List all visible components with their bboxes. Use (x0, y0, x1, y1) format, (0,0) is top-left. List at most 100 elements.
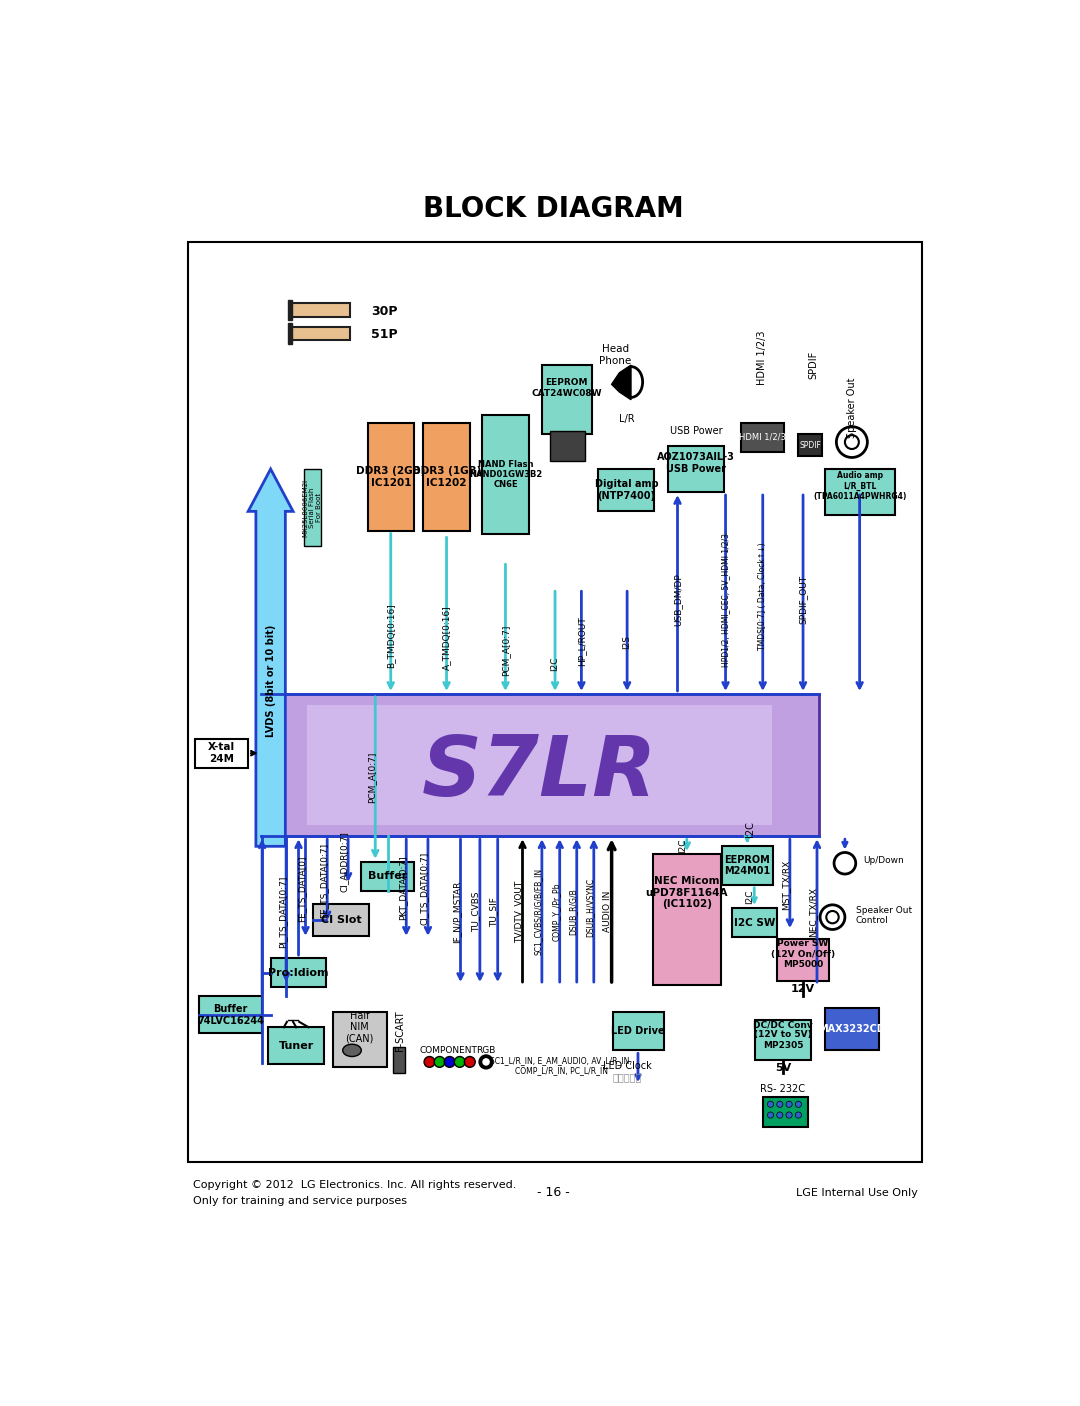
Ellipse shape (342, 1045, 362, 1056)
Bar (825, 1008, 879, 1050)
Text: Head
Phone: Head Phone (599, 344, 632, 366)
Bar (333, 1012, 387, 1067)
Circle shape (483, 1059, 489, 1064)
Text: BLOCK DIAGRAM: BLOCK DIAGRAM (423, 195, 684, 222)
Bar (723, 846, 773, 884)
Text: PCM_A[0:7]: PCM_A[0:7] (501, 626, 510, 676)
Text: - 16 -: - 16 - (537, 1187, 570, 1199)
Bar (542, 366, 592, 434)
Text: MST_TX/RX: MST_TX/RX (782, 859, 791, 910)
Text: F-SCART: F-SCART (395, 1011, 405, 1052)
Text: LVDS (8bit or 10 bit): LVDS (8bit or 10 bit) (266, 624, 275, 737)
Bar (287, 301, 293, 321)
Text: HP_L/ROUT: HP_L/ROUT (577, 617, 586, 666)
Text: I2C: I2C (745, 889, 754, 904)
Text: HDMI 1/2/3: HDMI 1/2/3 (739, 433, 785, 441)
Text: SPDIF: SPDIF (799, 440, 821, 450)
Bar (777, 939, 829, 981)
Text: A_TMDQ[0:16]: A_TMDQ[0:16] (442, 605, 451, 669)
Text: I2S: I2S (623, 634, 632, 648)
Text: MAX3232CD: MAX3232CD (819, 1024, 886, 1033)
Text: PI_TS_DATA[0:7]: PI_TS_DATA[0:7] (278, 876, 287, 948)
Text: 51P: 51P (372, 328, 399, 340)
Text: DSUB_H/VSYNC: DSUB_H/VSYNC (585, 879, 594, 938)
Text: Copyright © 2012  LG Electronics. Inc. All rights reserved.: Copyright © 2012 LG Electronics. Inc. Al… (193, 1180, 516, 1189)
Bar (762, 1097, 808, 1128)
Bar (367, 423, 414, 530)
Text: RS- 232C: RS- 232C (760, 1084, 806, 1094)
Text: Up/Down: Up/Down (864, 856, 904, 865)
Text: Speaker Out
Control: Speaker Out Control (855, 905, 912, 925)
Bar (291, 326, 350, 340)
Text: S7LR: S7LR (422, 733, 658, 813)
Text: Only for training and service purposes: Only for training and service purposes (193, 1195, 407, 1205)
Text: DC/DC Conv
(12V to 5V)
MP2305: DC/DC Conv (12V to 5V) MP2305 (753, 1021, 813, 1050)
Text: I2C: I2C (677, 838, 687, 853)
Bar (271, 957, 326, 987)
Text: Buffer: Buffer (368, 872, 407, 882)
FancyArrow shape (248, 470, 293, 846)
Text: IF_N/P_MSTAR: IF_N/P_MSTAR (453, 880, 461, 943)
Text: AOZ1073AIL-3
USB Power: AOZ1073AIL-3 USB Power (657, 453, 735, 474)
Text: LED Clock: LED Clock (603, 1060, 651, 1071)
Text: AUDIO IN: AUDIO IN (604, 891, 612, 932)
Text: TU_SIF: TU_SIF (489, 897, 498, 927)
Circle shape (444, 1056, 455, 1067)
Circle shape (768, 1112, 773, 1118)
Bar (613, 1012, 663, 1050)
Text: 发光二极管: 发光二极管 (612, 1073, 642, 1083)
Bar (195, 738, 248, 768)
Bar (652, 853, 721, 986)
Text: Half
NIM
(CAN): Half NIM (CAN) (346, 1011, 374, 1043)
Text: SC1_CVBS/R/G/B/FB_IN: SC1_CVBS/R/G/B/FB_IN (534, 869, 542, 955)
Text: FE_TS_DATA[0]: FE_TS_DATA[0] (297, 855, 306, 922)
Polygon shape (611, 366, 631, 399)
Text: CI_TS_DATA[0:7]: CI_TS_DATA[0:7] (419, 851, 429, 925)
Bar (798, 434, 822, 456)
Circle shape (777, 1112, 783, 1118)
Text: Buffer
74LVC16244: Buffer 74LVC16244 (197, 1004, 264, 1026)
Bar (825, 470, 894, 515)
Text: Tuner: Tuner (279, 1040, 314, 1050)
Text: Pro:Idiom: Pro:Idiom (268, 967, 328, 977)
Text: SPDIF: SPDIF (808, 352, 819, 380)
Circle shape (795, 1101, 801, 1108)
Circle shape (424, 1056, 435, 1067)
Text: COMP_Y_/Pr_Pb: COMP_Y_/Pr_Pb (551, 883, 561, 941)
Bar (423, 423, 470, 530)
Text: 30P: 30P (372, 305, 397, 318)
Circle shape (480, 1054, 494, 1069)
Text: HDMI 1/2/3: HDMI 1/2/3 (757, 330, 767, 385)
Circle shape (786, 1101, 793, 1108)
Text: I2C: I2C (551, 657, 559, 672)
Text: LED Drive: LED Drive (611, 1026, 665, 1036)
Bar (260, 693, 819, 837)
Bar (550, 430, 584, 461)
Text: NEC_TX/RX: NEC_TX/RX (809, 887, 818, 936)
Bar (669, 446, 724, 492)
Text: CI_ADDR[0:7]: CI_ADDR[0:7] (340, 831, 349, 893)
Text: Audio amp
L/R_BTL
(TPA6011A4PWHRG4): Audio amp L/R_BTL (TPA6011A4PWHRG4) (813, 471, 906, 501)
Text: I2C SW: I2C SW (733, 918, 775, 928)
Text: HPD1/2, HDMI_CEC, 5V_HDMI 1/2/3: HPD1/2, HDMI_CEC, 5V_HDMI 1/2/3 (721, 533, 730, 666)
Text: B_TMDQ[0:16]: B_TMDQ[0:16] (387, 603, 395, 668)
Text: CI Slot: CI Slot (321, 915, 362, 925)
Text: DSUB_R/G/B: DSUB_R/G/B (568, 889, 578, 935)
Text: I2C: I2C (745, 821, 755, 838)
Bar (362, 862, 414, 891)
Text: NEC Micom
uPD78F1164A
(IC1102): NEC Micom uPD78F1164A (IC1102) (646, 876, 728, 910)
Circle shape (777, 1101, 783, 1108)
Text: PCM_A[0:7]: PCM_A[0:7] (367, 752, 376, 803)
Text: TMDS[0:7] ( Data, Clock↑↓): TMDS[0:7] ( Data, Clock↑↓) (758, 543, 767, 650)
Text: Power SW
(12V On/Off)
MP5000: Power SW (12V On/Off) MP5000 (771, 939, 835, 969)
Bar (482, 415, 529, 534)
Text: 12V: 12V (791, 984, 815, 994)
Bar (741, 423, 784, 453)
Text: Speaker Out: Speaker Out (847, 377, 856, 437)
Text: NAND Flash
NAND01GW3B2
CN6E: NAND Flash NAND01GW3B2 CN6E (469, 460, 542, 489)
Text: EEPROM
M24M01: EEPROM M24M01 (724, 855, 770, 876)
Text: PKT_DATA[0:7]: PKT_DATA[0:7] (397, 856, 407, 920)
Text: EEPROM
CAT24WC08W: EEPROM CAT24WC08W (531, 378, 602, 398)
Text: DDR3 (1GB)
IC1202: DDR3 (1GB) IC1202 (411, 465, 482, 488)
Text: L/R: L/R (619, 413, 635, 425)
